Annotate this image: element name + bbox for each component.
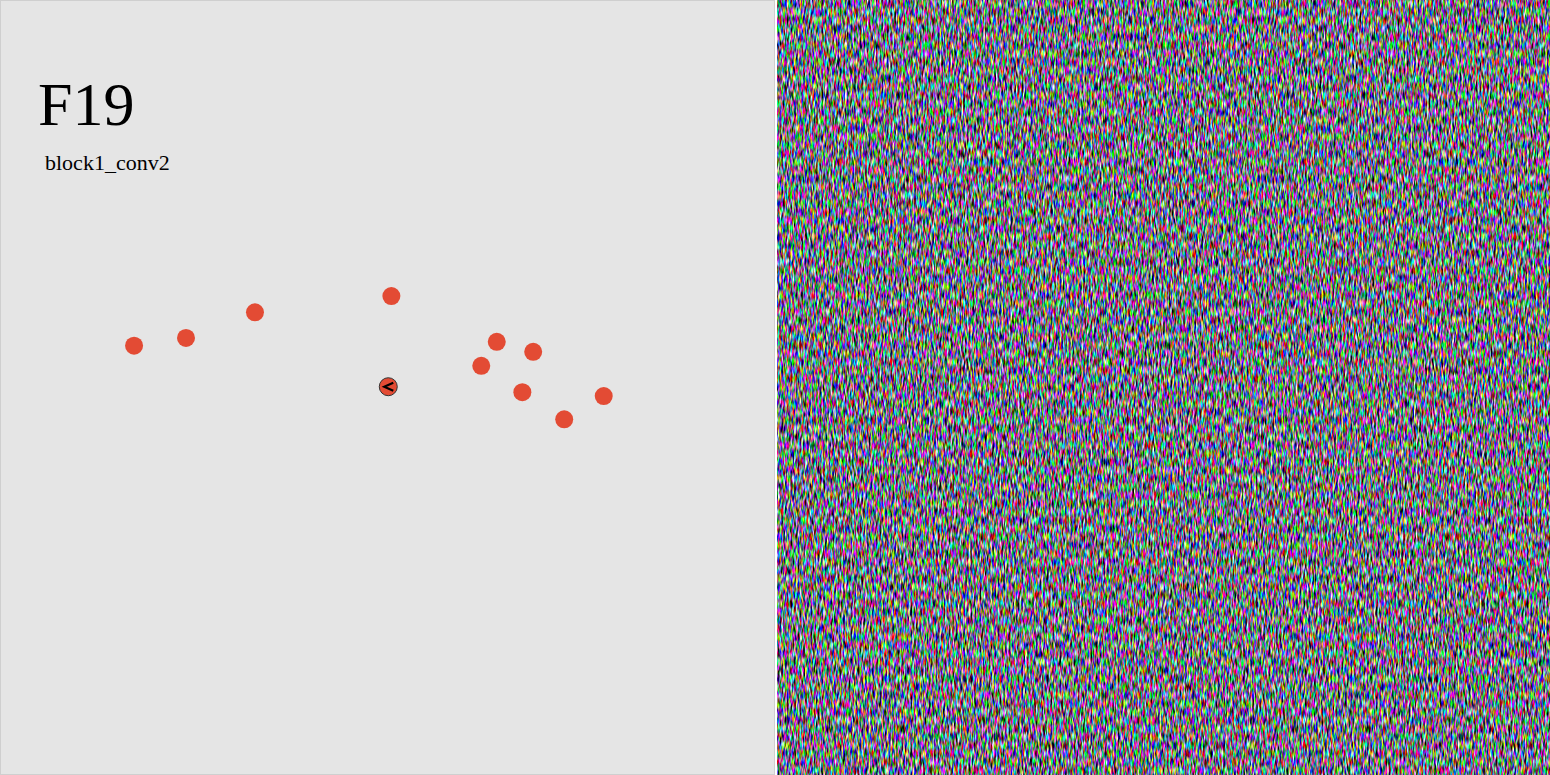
point — [379, 378, 397, 396]
point — [555, 410, 573, 428]
plot-frame — [1, 1, 775, 775]
point — [246, 303, 264, 321]
marks — [125, 287, 613, 428]
point — [524, 343, 542, 361]
noise-image — [777, 0, 1550, 775]
point — [125, 337, 143, 355]
title: F19 — [38, 70, 134, 138]
subtitle: block1_conv2 — [45, 150, 170, 175]
point — [488, 333, 506, 351]
point — [177, 329, 195, 347]
point — [595, 387, 613, 405]
point — [472, 357, 490, 375]
point — [382, 287, 400, 305]
figure: F19 block1_conv2 — [0, 0, 1550, 775]
point — [513, 383, 531, 401]
